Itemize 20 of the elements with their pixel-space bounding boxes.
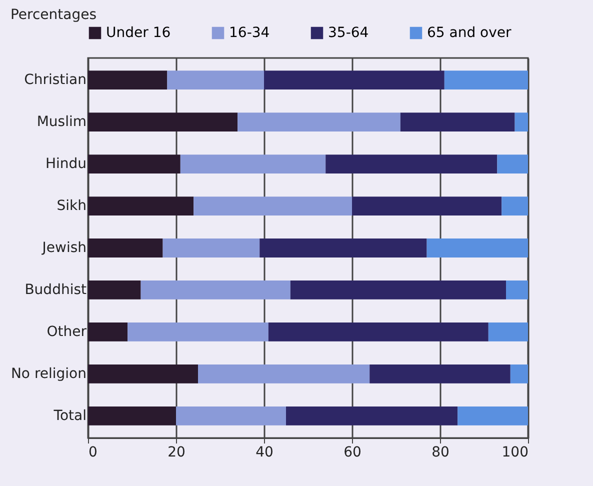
y-tick-label: Other [46, 324, 87, 340]
legend-label: 35-64 [328, 25, 369, 41]
y-tick-label: Jewish [41, 240, 86, 256]
legend-label: Under 16 [106, 25, 171, 41]
x-tick-label: 60 [344, 444, 362, 460]
x-tick-label: 0 [88, 444, 98, 460]
y-tick-label: Sikh [56, 198, 86, 214]
y-tick-label: Buddhist [24, 282, 88, 298]
legend-label: 65 and over [427, 25, 512, 41]
y-tick-label: Christian [24, 72, 86, 88]
y-tick-label: Muslim [36, 114, 86, 130]
y-tick-label: Hindu [45, 156, 86, 172]
y-tick-label: Total [52, 408, 86, 424]
legend-label: 16-34 [229, 25, 270, 41]
x-tick-label: 80 [432, 444, 450, 460]
x-tick-label: 20 [168, 444, 186, 460]
x-tick-label: 40 [256, 444, 274, 460]
x-tick-label: 100 [502, 444, 528, 460]
x-axis-title: Percentages [10, 7, 97, 23]
y-tick-label: No religion [10, 366, 86, 382]
